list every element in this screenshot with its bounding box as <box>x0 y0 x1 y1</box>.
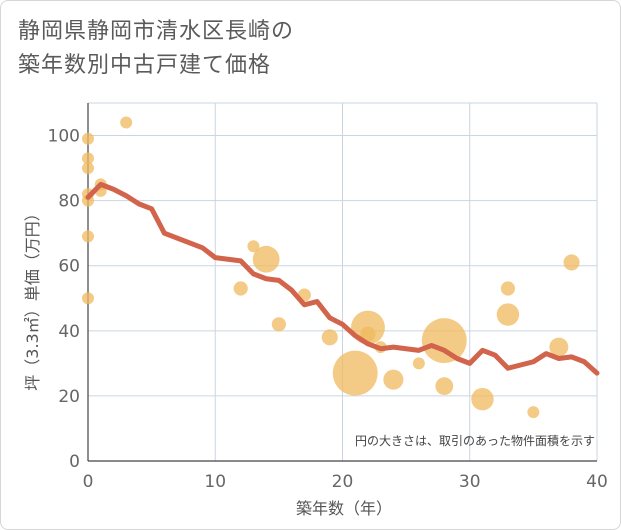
bubble-point <box>82 152 94 165</box>
bubble-point <box>82 292 94 305</box>
y-tick-label: 0 <box>69 452 80 472</box>
chart-title: 静岡県静岡市清水区長崎の 築年数別中古戸建て価格 <box>18 15 294 83</box>
bubble-point <box>332 350 378 396</box>
chart-title-line-2: 築年数別中古戸建て価格 <box>18 53 272 78</box>
bubble-point <box>421 318 467 364</box>
bubble-point <box>496 303 520 326</box>
y-tick-label: 80 <box>58 192 80 212</box>
bubble-point <box>120 116 133 129</box>
y-tick-label: 40 <box>58 322 80 342</box>
bubble-series <box>82 116 580 419</box>
bubble-point <box>471 387 494 411</box>
grid-lines <box>88 102 598 461</box>
average-price-line <box>85 181 600 376</box>
y-axis-label: 坪（3.3㎡）単価（万円） <box>23 205 42 390</box>
bubble-size-note: 円の大きさは、取引のあった物件面積を示す <box>355 433 595 448</box>
chart-title-line-1: 静岡県静岡市清水区長崎の <box>18 19 295 44</box>
bubble-point <box>247 240 260 253</box>
x-tick-label: 20 <box>332 472 354 492</box>
y-tick-label: 100 <box>48 127 80 147</box>
bubble-point <box>252 245 280 273</box>
bubble-point <box>500 281 516 296</box>
bubble-point <box>82 132 94 145</box>
bubble-point <box>383 369 404 390</box>
x-tick-label: 0 <box>83 472 94 492</box>
bubble-point <box>549 337 569 357</box>
y-tick-label: 60 <box>58 257 80 277</box>
bubble-point <box>563 254 580 271</box>
bubble-point <box>321 329 338 346</box>
tick-labels: 0 10 20 30 40 0 20 40 60 80 100 <box>48 127 608 492</box>
x-tick-label: 10 <box>204 472 226 492</box>
bubble-point <box>527 406 540 419</box>
bubble-point <box>412 357 425 370</box>
bubble-point <box>233 281 248 296</box>
bubble-point <box>435 377 454 396</box>
x-tick-label: 40 <box>586 472 608 492</box>
x-tick-label: 30 <box>459 472 481 492</box>
bubble-point <box>271 317 286 332</box>
average-line-series <box>85 181 600 376</box>
bubble-point <box>82 230 94 243</box>
y-tick-label: 20 <box>58 387 80 407</box>
x-axis-label: 築年数（年） <box>296 499 392 518</box>
bubble-point <box>82 162 94 175</box>
bubble-point <box>360 326 376 342</box>
